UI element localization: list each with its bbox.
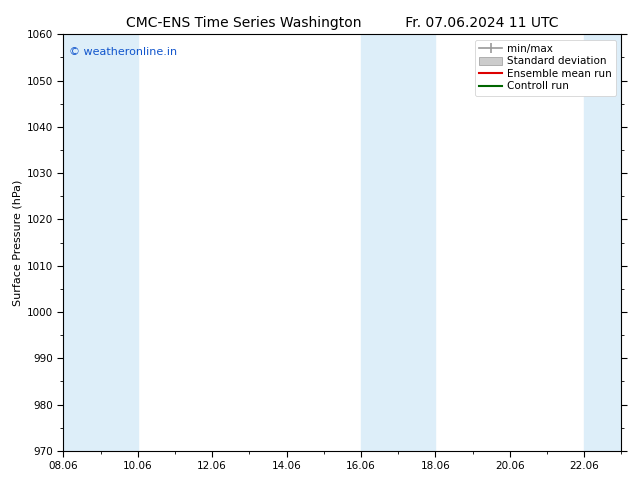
Bar — [101, 34, 138, 451]
Legend: min/max, Standard deviation, Ensemble mean run, Controll run: min/max, Standard deviation, Ensemble me… — [475, 40, 616, 96]
Bar — [361, 34, 398, 451]
Bar — [63, 34, 101, 451]
Bar — [584, 34, 621, 451]
Text: © weatheronline.in: © weatheronline.in — [69, 47, 177, 57]
Title: CMC-ENS Time Series Washington          Fr. 07.06.2024 11 UTC: CMC-ENS Time Series Washington Fr. 07.06… — [126, 16, 559, 30]
Bar — [398, 34, 436, 451]
Y-axis label: Surface Pressure (hPa): Surface Pressure (hPa) — [13, 179, 23, 306]
